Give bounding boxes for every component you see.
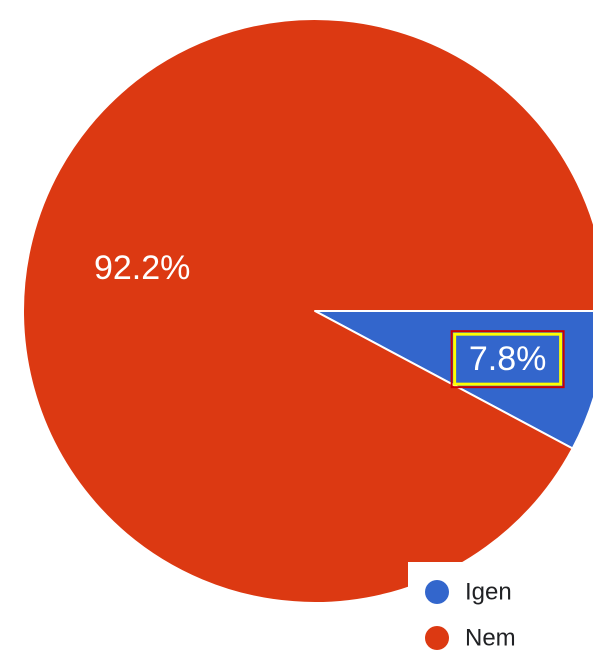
legend-item-igen[interactable]: Igen xyxy=(425,579,512,606)
slice-label-group-nem: 92.2% xyxy=(94,249,190,287)
slice-label-group-igen: 7.8% xyxy=(450,330,565,389)
slices-layer xyxy=(22,18,593,604)
highlight-box-inner xyxy=(453,332,563,386)
slice-label-nem: 92.2% xyxy=(94,249,190,287)
legend: Igen Nem xyxy=(408,562,593,653)
legend-label-nem: Nem xyxy=(465,625,516,652)
legend-label-igen: Igen xyxy=(465,579,512,606)
slice-label-igen: 7.8% xyxy=(469,340,547,378)
legend-item-nem[interactable]: Nem xyxy=(425,625,516,652)
legend-swatch-nem xyxy=(425,626,449,650)
labels-layer: 7.8% 92.2% xyxy=(94,249,565,389)
highlight-box-outer xyxy=(450,330,565,389)
pie-slice-nem[interactable] xyxy=(22,18,593,604)
legend-swatch-igen xyxy=(425,580,449,604)
